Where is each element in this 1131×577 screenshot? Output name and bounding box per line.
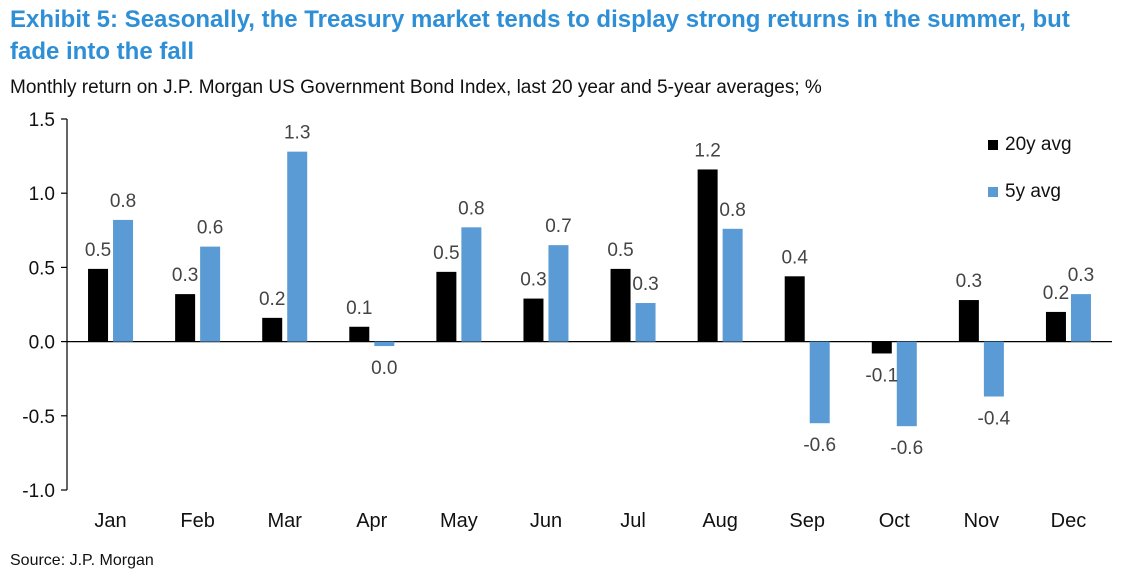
data-label-20y-avg: 0.3 [172,265,198,286]
data-label-5y-avg: 0.8 [458,198,484,219]
data-label-20y-avg: 0.5 [607,240,633,261]
x-tick-label: Oct [879,510,911,532]
bar-5y-avg [287,151,308,342]
data-label-20y-avg: 0.1 [346,298,372,319]
data-label-20y-avg: 0.2 [1043,283,1069,304]
y-tick-label: 0.0 [29,333,55,354]
data-label-20y-avg: 0.4 [781,247,808,268]
x-tick-label: Dec [1051,510,1087,532]
legend: 20y avg 5y avg [988,134,1072,202]
bar-20y-avg [175,294,196,342]
data-label-5y-avg: 0.0 [371,358,397,379]
bar-20y-avg [958,300,979,342]
bar-5y-avg [635,303,656,342]
y-tick-label: 1.5 [29,110,55,131]
x-tick-label: Jan [94,510,126,532]
legend-label: 20y avg [1005,134,1072,155]
bar-20y-avg [1045,311,1066,342]
bars [88,151,1091,427]
bar-5y-avg [548,245,569,342]
bar-5y-avg [983,341,1004,397]
bar-5y-avg [1070,294,1091,342]
y-tick-label: -1.0 [22,481,55,502]
data-label-20y-avg: 0.3 [520,270,546,291]
bar-20y-avg [436,271,457,342]
data-label-5y-avg: 0.8 [110,191,136,212]
x-tick-label: Apr [356,510,387,532]
x-tick-label: Jun [530,510,562,532]
data-label-5y-avg: 0.7 [545,216,571,237]
data-label-5y-avg: -0.6 [803,435,836,456]
x-tick-label: Nov [964,510,1000,532]
data-label-5y-avg: 1.3 [284,123,310,144]
legend-swatch [988,187,998,197]
x-tick-label: Sep [789,510,825,532]
bar-20y-avg [349,326,370,342]
data-label-20y-avg: -0.1 [865,365,898,386]
bar-20y-avg [262,317,283,342]
bar-5y-avg [896,341,917,427]
data-label-5y-avg: -0.6 [890,438,923,459]
y-tick-label: -0.5 [22,407,55,428]
data-label-20y-avg: 0.5 [433,243,459,264]
x-tick-label: Aug [702,510,738,532]
y-tick-label: 1.0 [29,184,55,205]
legend-label: 5y avg [1005,181,1061,202]
axes: -1.0 -0.5 0.0 0.5 1.0 1.5 Jan Feb Mar Apr May Jun Ju… [22,110,1112,532]
bar-5y-avg [200,246,221,342]
bar-20y-avg [697,169,718,342]
x-tick-label: Feb [180,510,214,532]
bar-20y-avg [523,298,544,342]
bar-5y-avg [722,228,743,342]
data-label-5y-avg: 0.6 [197,218,223,239]
data-label-5y-avg: 0.3 [1068,265,1094,286]
y-tick-label: 0.5 [29,258,55,279]
data-label-5y-avg: 0.8 [719,200,745,221]
data-label-20y-avg: 0.5 [85,240,111,261]
data-label-20y-avg: 1.2 [694,140,720,161]
x-tick-label: May [440,510,478,532]
data-label-20y-avg: 0.2 [259,289,285,310]
bar-20y-avg [88,268,109,342]
bar-20y-avg [871,341,892,354]
legend-swatch [988,140,998,150]
data-label-20y-avg: 0.3 [956,271,982,292]
data-label-5y-avg: -0.4 [978,409,1011,430]
bar-20y-avg [610,268,631,342]
bar-5y-avg [461,227,482,342]
source-note: Source: J.P. Morgan [10,552,154,569]
bar-5y-avg [374,341,395,347]
data-labels: 0.5 0.8 0.3 0.6 0.2 1.3 0.1 0.0 0.5 0.8 0.3 0.7 0.5 0… [85,123,1094,460]
chart-title: Exhibit 5: Seasonally, the Treasury mark… [10,6,1070,65]
chart-subtitle: Monthly return on J.P. Morgan US Governm… [10,77,822,98]
data-label-5y-avg: 0.3 [632,274,658,295]
bar-5y-avg [113,219,134,342]
x-tick-label: Mar [267,510,302,532]
x-tick-label: Jul [620,510,646,532]
bar-5y-avg [809,341,830,424]
bar-20y-avg [784,276,805,342]
